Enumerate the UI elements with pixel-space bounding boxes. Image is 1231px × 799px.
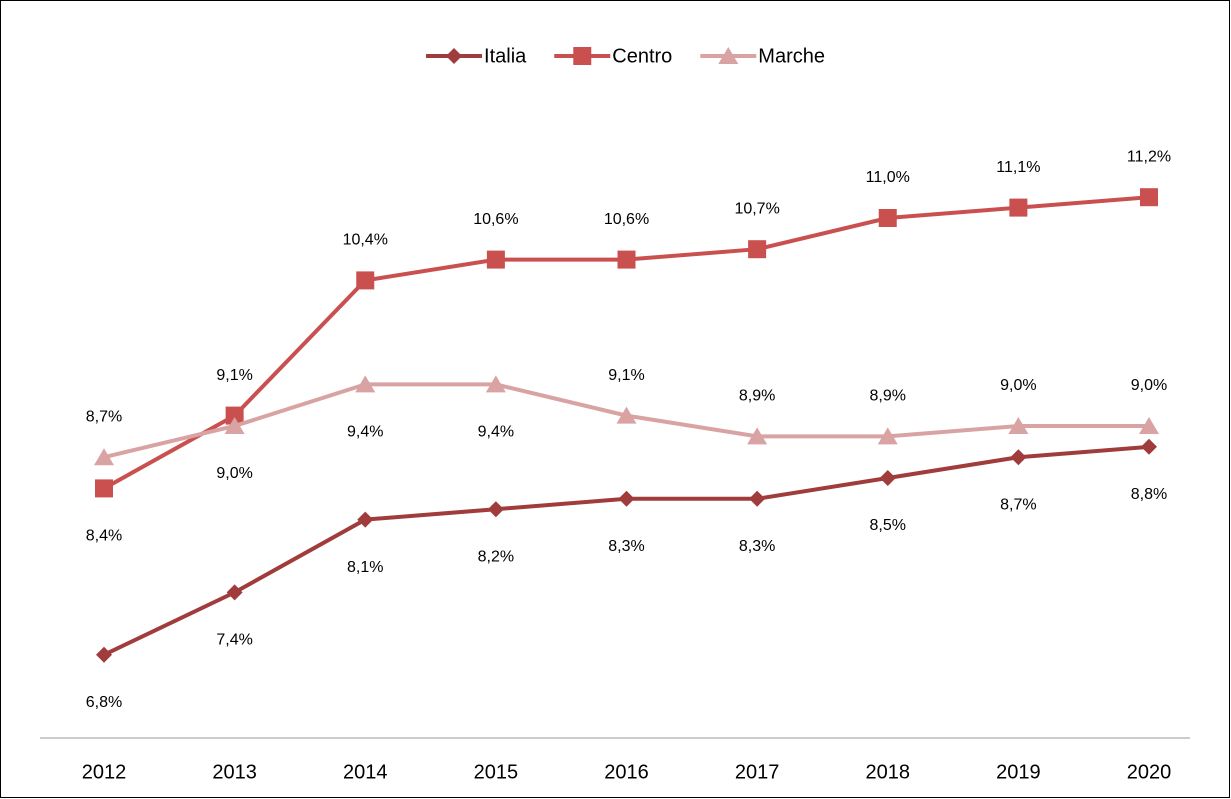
data-label: 9,0% (1131, 377, 1167, 394)
x-tick-label: 2012 (82, 761, 127, 783)
data-label: 9,1% (608, 367, 644, 384)
marker (748, 240, 767, 259)
data-label: 8,7% (86, 408, 122, 425)
marker (877, 427, 898, 445)
data-label: 9,0% (1000, 377, 1036, 394)
data-label: 11,2% (1127, 148, 1171, 165)
legend-marker (446, 48, 463, 64)
data-label: 8,4% (86, 528, 122, 545)
data-label: 8,8% (1131, 486, 1167, 503)
marker (618, 490, 635, 507)
x-tick-label: 2019 (996, 761, 1041, 783)
data-label: 9,4% (478, 424, 514, 441)
x-tick-label: 2013 (212, 761, 257, 783)
marker (1141, 438, 1157, 455)
marker (486, 250, 505, 269)
marker (879, 470, 896, 486)
data-label: 8,9% (739, 388, 775, 405)
marker (878, 209, 897, 227)
marker (96, 646, 112, 663)
data-label: 11,1% (996, 159, 1040, 176)
x-tick-label: 2020 (1127, 761, 1172, 783)
marker (617, 250, 636, 269)
marker (225, 406, 244, 425)
legend-label: Marche (758, 45, 825, 67)
data-label: 8,9% (870, 388, 906, 405)
marker (95, 479, 113, 498)
data-label: 8,3% (608, 538, 644, 555)
data-label: 9,4% (347, 424, 383, 441)
data-label: 11,0% (866, 169, 910, 186)
marker (224, 417, 245, 434)
data-label: 8,7% (1000, 496, 1036, 513)
data-label: 10,6% (604, 211, 649, 228)
marker (356, 271, 375, 290)
x-tick-label: 2017 (735, 761, 780, 783)
marker (357, 511, 374, 528)
data-label: 10,7% (734, 200, 779, 217)
data-label: 10,6% (473, 211, 518, 228)
data-label: 8,5% (870, 517, 906, 534)
data-label: 9,0% (216, 465, 252, 482)
x-tick-label: 2018 (866, 761, 911, 783)
data-label: 8,3% (739, 538, 775, 555)
data-label: 8,1% (347, 559, 383, 576)
legend-marker (573, 47, 592, 65)
x-tick-label: 2016 (604, 761, 649, 783)
marker (1140, 188, 1158, 207)
marker (94, 448, 114, 466)
data-label: 6,8% (86, 694, 122, 711)
data-label: 9,1% (216, 367, 252, 384)
marker (1008, 417, 1029, 434)
marker (487, 501, 504, 518)
marker (749, 490, 766, 507)
marker (1010, 449, 1027, 466)
legend-marker (718, 47, 739, 64)
marker (355, 375, 376, 393)
marker (485, 375, 506, 393)
legend: Italia Centro Marche (426, 45, 825, 67)
marker (747, 427, 768, 445)
marker (1139, 417, 1159, 434)
marker (616, 406, 637, 424)
x-tick-label: 2015 (474, 761, 519, 783)
marker (226, 584, 243, 601)
data-label: 10,4% (343, 232, 388, 249)
data-label: 8,2% (478, 548, 514, 565)
x-tick-label: 2014 (343, 761, 388, 783)
marker (1009, 198, 1028, 217)
legend-label: Centro (612, 45, 672, 67)
legend-label: Italia (484, 45, 527, 67)
data-label: 7,4% (216, 632, 252, 649)
